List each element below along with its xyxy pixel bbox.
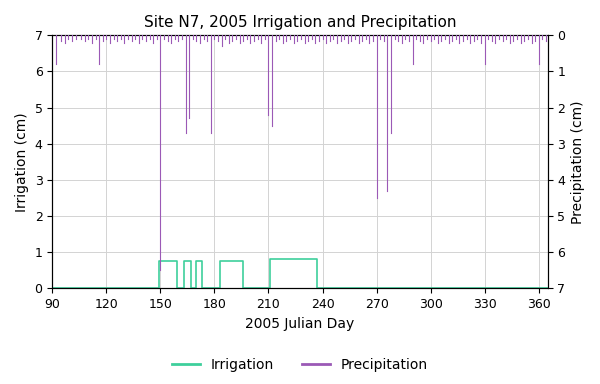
Y-axis label: Precipitation (cm): Precipitation (cm) [571,100,585,223]
Irrigation [191,286,198,291]
X-axis label: 2005 Julian Day: 2005 Julian Day [245,316,355,331]
Line: Irrigation: Irrigation [52,260,548,288]
Irrigation [171,259,178,263]
Irrigation [178,286,185,291]
Irrigation [265,286,272,291]
Irrigation [239,286,247,291]
Irrigation [544,286,551,291]
Irrigation [196,259,203,263]
Irrigation [187,286,194,291]
Irrigation [155,259,162,263]
Irrigation [153,286,160,291]
Irrigation [238,259,245,263]
Irrigation [173,286,180,291]
Irrigation [214,286,221,291]
Irrigation [193,259,200,263]
Irrigation [312,257,319,262]
Irrigation [314,286,321,291]
Irrigation [49,286,56,291]
Irrigation [216,259,223,263]
Title: Site N7, 2005 Irrigation and Precipitation: Site N7, 2005 Irrigation and Precipitati… [144,15,456,30]
Y-axis label: Irrigation (cm): Irrigation (cm) [15,112,29,212]
Irrigation [198,286,205,291]
Irrigation [266,257,274,262]
Irrigation [185,259,193,263]
Legend: Irrigation, Precipitation: Irrigation, Precipitation [166,352,434,377]
Irrigation [180,259,187,263]
